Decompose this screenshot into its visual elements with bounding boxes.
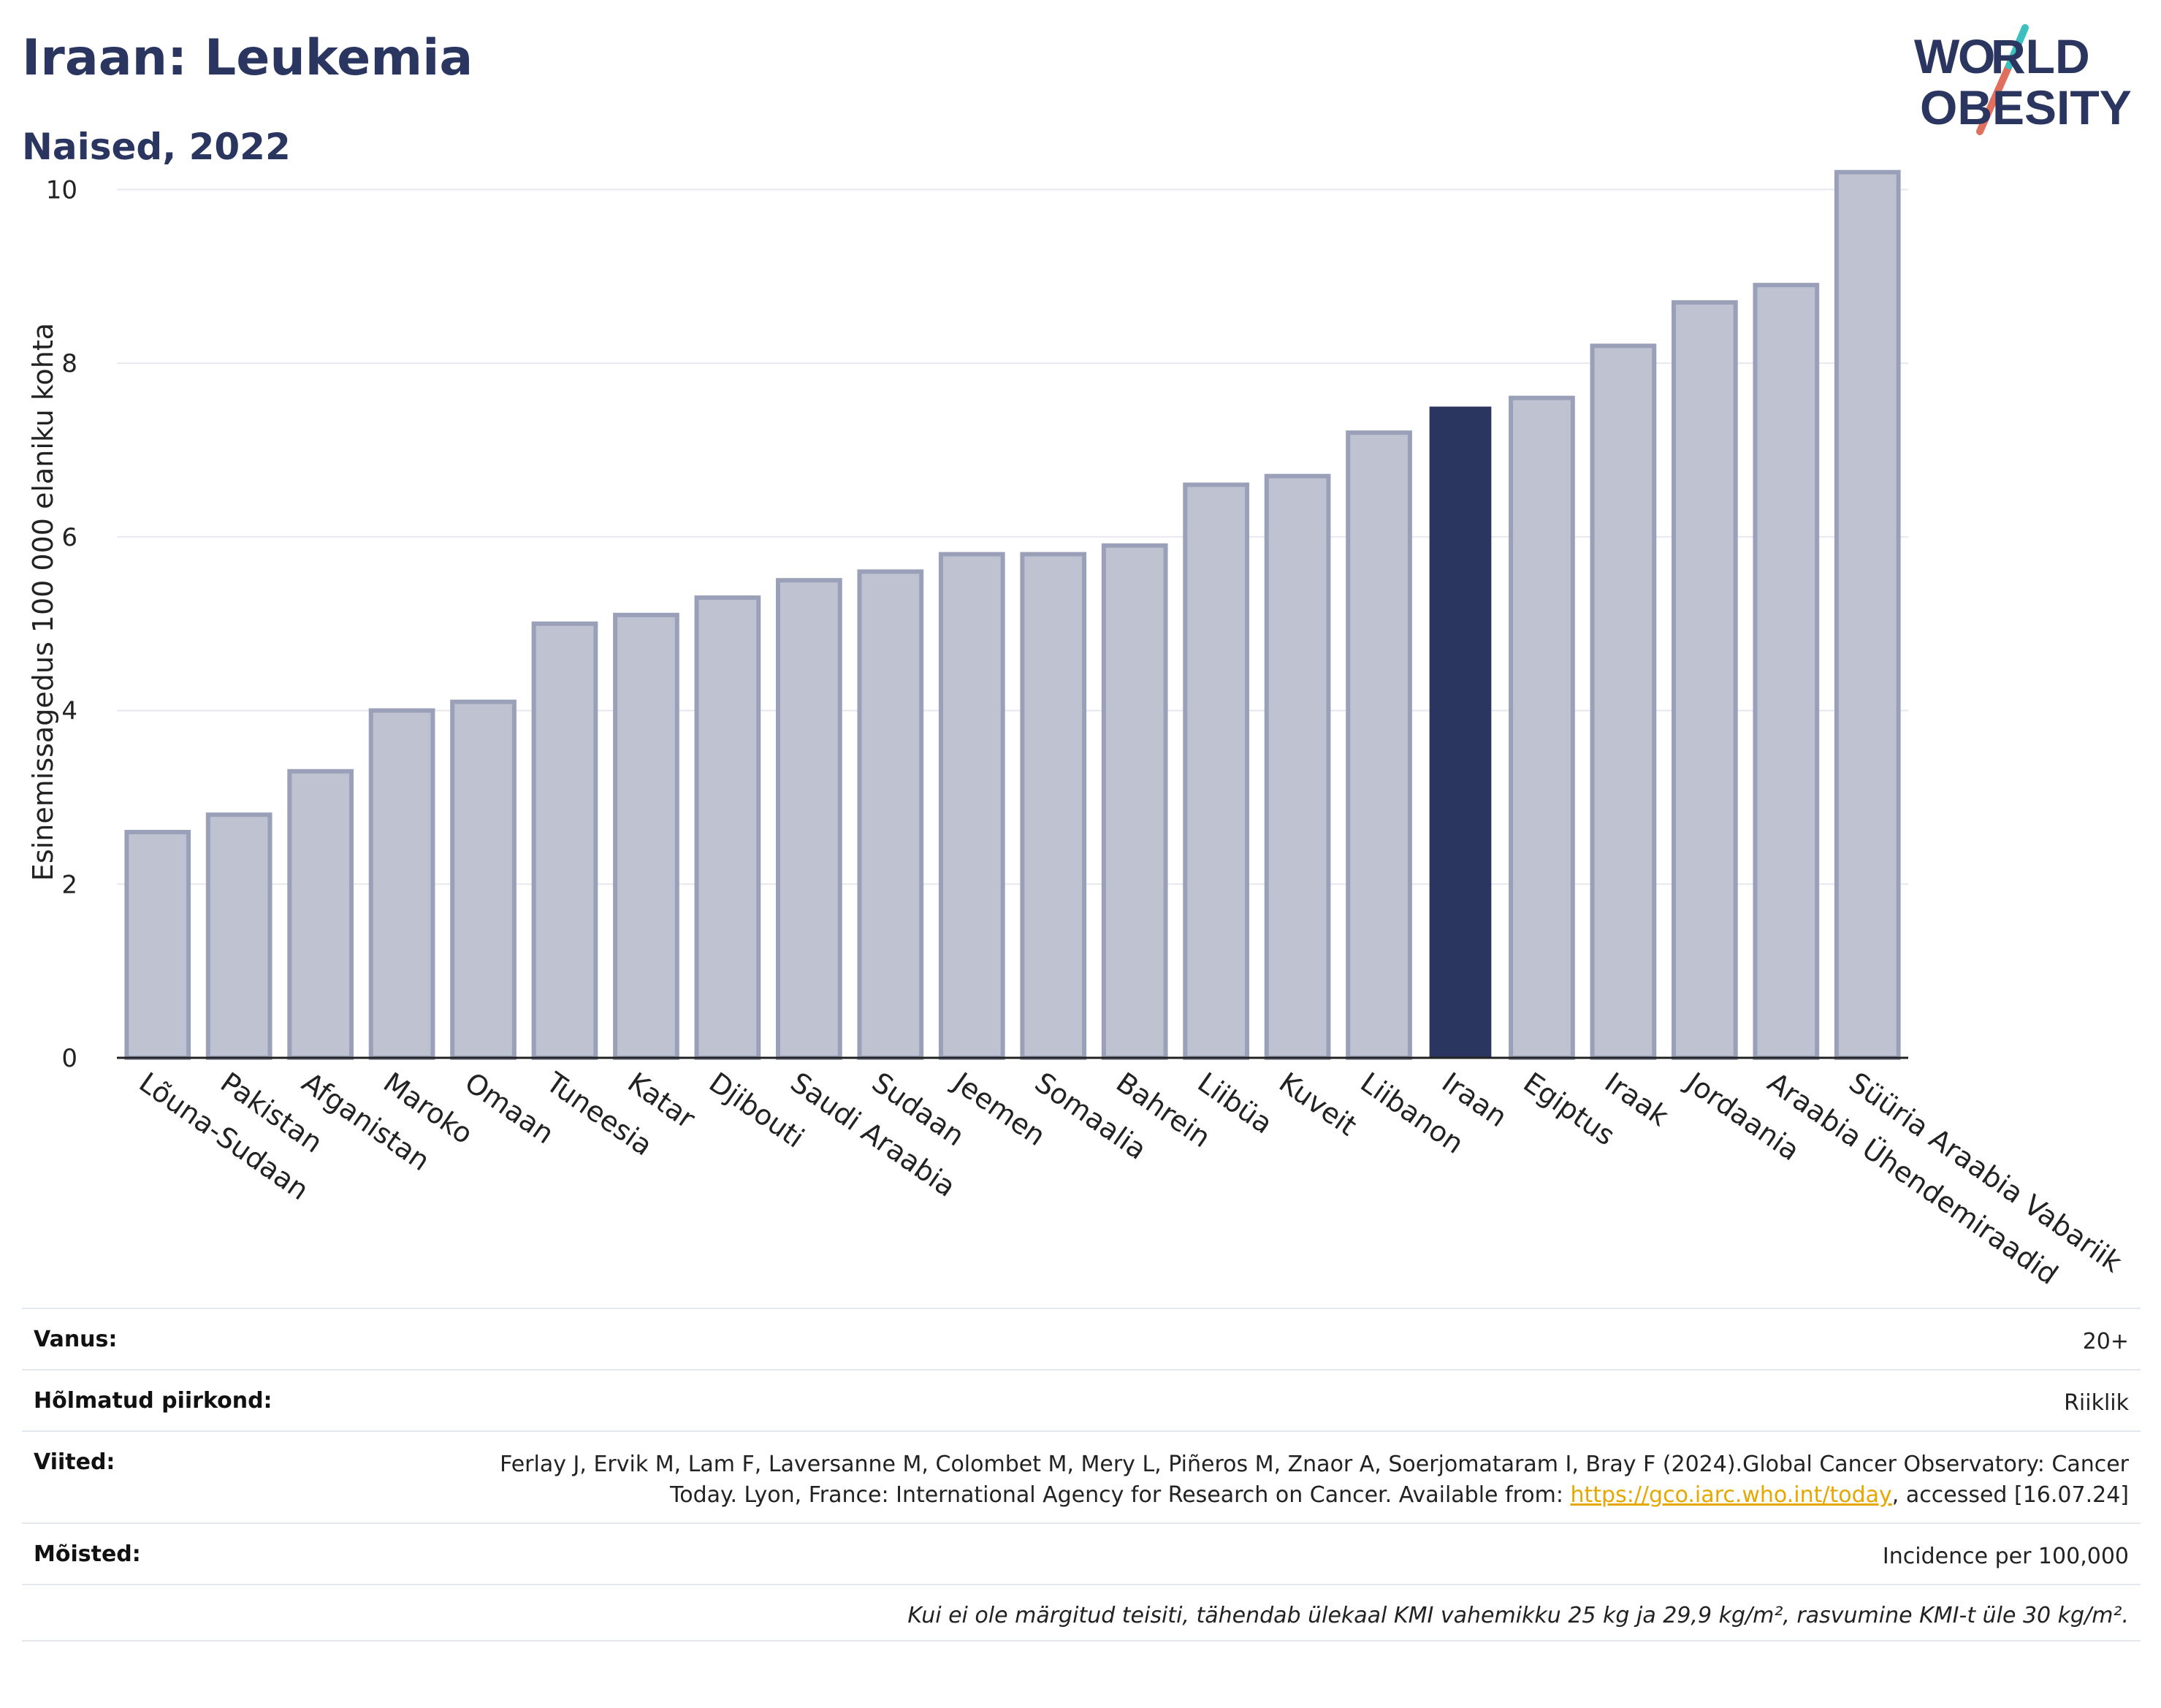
bar-liibüa <box>1183 482 1249 1060</box>
bar-pakistan <box>205 812 272 1060</box>
svg-text:RLD: RLD <box>1991 29 2090 83</box>
world-obesity-logo: W O RLD OBESITY <box>1914 24 2132 135</box>
bar-sudaan <box>857 569 924 1060</box>
page-title: Iraan: Leukemia <box>22 29 473 87</box>
bar-lõuna-sudaan <box>124 829 191 1060</box>
bar-afganistan <box>287 769 354 1061</box>
bar-liibanon <box>1346 430 1412 1060</box>
bar-iraak <box>1590 343 1657 1061</box>
y-axis-label: Esinemissagedus 100 000 elaniku kohta <box>27 323 59 881</box>
bar-maroko <box>368 708 435 1060</box>
bar-tuneesia <box>531 621 598 1060</box>
refs-tail: , accessed [16.07.24] <box>1891 1482 2129 1508</box>
info-row-age: Vanus: 20+ <box>22 1308 2141 1369</box>
svg-text:OBESITY: OBESITY <box>1920 80 2132 134</box>
refs-label: Viited: <box>34 1449 115 1475</box>
y-tick-label: 4 <box>61 697 77 726</box>
bar-iraan <box>1429 406 1492 1058</box>
y-tick-label: 0 <box>61 1044 77 1073</box>
y-tick-label: 6 <box>61 523 77 552</box>
info-row-defs: Mõisted: Incidence per 100,000 <box>22 1522 2141 1584</box>
y-tick-label: 2 <box>61 870 77 899</box>
bar-somaalia <box>1020 552 1087 1060</box>
svg-text:O: O <box>1958 29 1995 83</box>
y-tick-label: 10 <box>46 175 77 205</box>
bar-süüria-araabia-vabariik <box>1834 169 1901 1061</box>
bar-jordaania <box>1672 300 1738 1060</box>
svg-text:W: W <box>1914 29 1960 83</box>
region-value: Riiklik <box>2064 1390 2129 1416</box>
refs-value: Ferlay J, Ervik M, Lam F, Laversanne M, … <box>449 1449 2129 1511</box>
age-value: 20+ <box>2082 1329 2129 1354</box>
defs-label: Mõisted: <box>34 1541 141 1567</box>
bar-katar <box>613 612 679 1060</box>
bar-jeemen <box>938 552 1005 1060</box>
bar-chart: 0 2 4 6 8 10 Esinemissagedus 100 000 elaniku k… <box>27 169 2128 1286</box>
bar-kuveit <box>1264 473 1331 1060</box>
bar-saudi-araabia <box>776 578 842 1060</box>
info-row-region: Hõlmatud piirkond: Riiklik <box>22 1369 2141 1430</box>
x-tick-label: Omaan <box>459 1066 560 1150</box>
refs-link[interactable]: https://gco.iarc.who.int/today <box>1570 1482 1892 1508</box>
footnote: Kui ei ole märgitud teisiti, tähendab ül… <box>907 1603 2129 1628</box>
refs-text: Ferlay J, Ervik M, Lam F, Laversanne M, … <box>500 1452 2129 1508</box>
y-tick-label: 8 <box>61 349 77 378</box>
age-label: Vanus: <box>34 1327 118 1352</box>
region-label: Hõlmatud piirkond: <box>34 1388 272 1414</box>
x-tick-label: Egiptus <box>1517 1066 1620 1151</box>
info-table: Vanus: 20+ Hõlmatud piirkond: Riiklik Vi… <box>22 1308 2141 1642</box>
info-row-refs: Viited: Ferlay J, Ervik M, Lam F, Lavers… <box>22 1430 2141 1522</box>
bar-omaan <box>450 699 517 1061</box>
x-tick-label: Kuveit <box>1273 1066 1362 1142</box>
defs-value: Incidence per 100,000 <box>1882 1544 2129 1569</box>
page-subtitle: Naised, 2022 <box>22 126 291 168</box>
bar-araabia-ühendemiraadid <box>1753 283 1820 1061</box>
bar-bahrein <box>1101 543 1168 1060</box>
bar-egiptus <box>1509 395 1575 1060</box>
info-row-note: Kui ei ole märgitud teisiti, tähendab ül… <box>22 1584 2141 1642</box>
bar-djibouti <box>694 595 761 1060</box>
x-tick-label: Jeemen <box>946 1065 1051 1152</box>
